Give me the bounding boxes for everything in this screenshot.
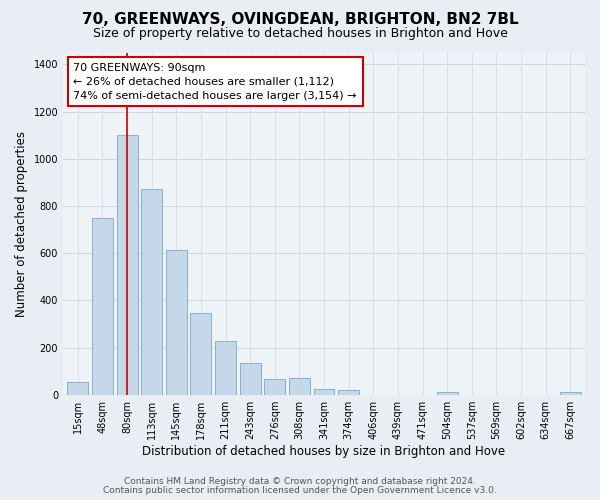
Bar	[239, 364, 260, 394]
Bar	[92, 218, 113, 394]
Y-axis label: Number of detached properties: Number of detached properties	[15, 130, 28, 316]
Bar	[338, 390, 359, 394]
X-axis label: Distribution of detached houses by size in Brighton and Hove: Distribution of detached houses by size …	[142, 444, 506, 458]
Text: 70, GREENWAYS, OVINGDEAN, BRIGHTON, BN2 7BL: 70, GREENWAYS, OVINGDEAN, BRIGHTON, BN2 …	[82, 12, 518, 28]
Bar	[166, 250, 187, 394]
Text: Contains HM Land Registry data © Crown copyright and database right 2024.: Contains HM Land Registry data © Crown c…	[124, 477, 476, 486]
Bar	[190, 312, 211, 394]
Bar	[437, 392, 458, 394]
Text: Size of property relative to detached houses in Brighton and Hove: Size of property relative to detached ho…	[92, 28, 508, 40]
Text: 70 GREENWAYS: 90sqm
← 26% of detached houses are smaller (1,112)
74% of semi-det: 70 GREENWAYS: 90sqm ← 26% of detached ho…	[73, 63, 357, 101]
Bar	[116, 135, 137, 394]
Text: Contains public sector information licensed under the Open Government Licence v3: Contains public sector information licen…	[103, 486, 497, 495]
Bar	[265, 380, 285, 394]
Bar	[141, 190, 162, 394]
Bar	[67, 382, 88, 394]
Bar	[289, 378, 310, 394]
Bar	[560, 392, 581, 394]
Bar	[215, 341, 236, 394]
Bar	[314, 389, 334, 394]
